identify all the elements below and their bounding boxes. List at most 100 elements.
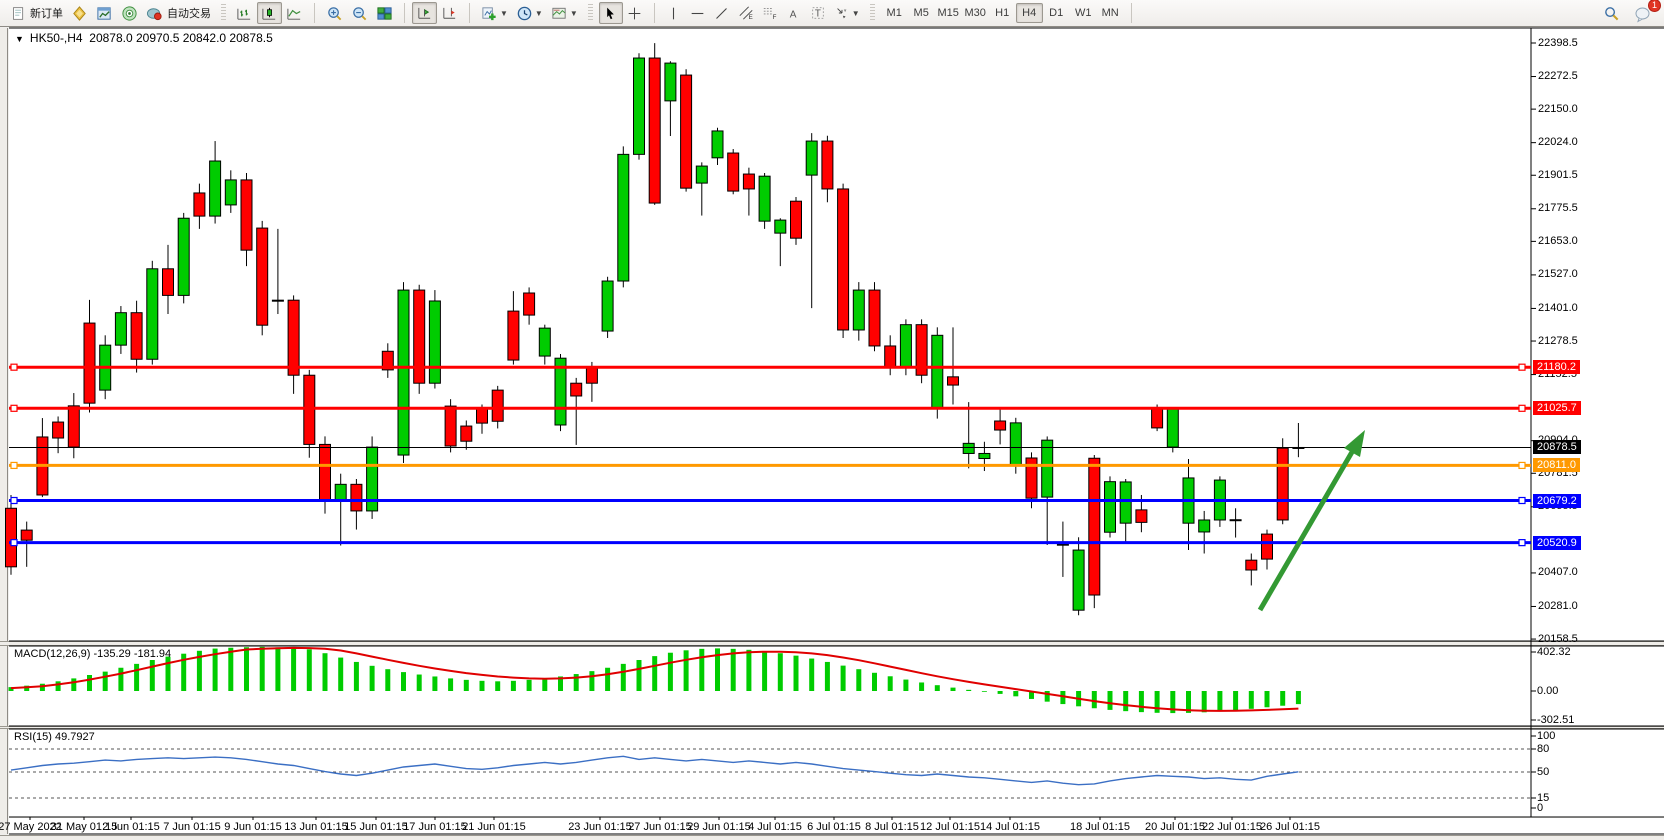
rsi-line [10,755,1299,786]
label-button[interactable]: T [806,2,830,24]
vertical-line-button[interactable] [662,2,686,24]
trend-arrow-line[interactable] [1257,450,1355,612]
candle-up [1072,549,1085,611]
candle-down [947,376,959,386]
timeframe-M1[interactable]: M1 [886,7,902,19]
chart-shift-icon [443,7,456,19]
macd-tick-label: -302.51 [1537,713,1575,726]
vertical-line-icon [673,7,675,19]
main-chart-pane[interactable] [9,28,1664,641]
candle-down [162,268,174,296]
arrows-icon [837,8,847,19]
new-order-button[interactable]: 新订单 [7,2,67,24]
price-tick-label: 20281.0 [1538,599,1578,612]
price-tick-label: 20407.0 [1538,566,1578,579]
rsi-tick-label: 80 [1537,742,1550,755]
zoom-out-button[interactable] [347,2,372,24]
price-tick-label: 22272.5 [1538,70,1578,83]
search-button[interactable] [1599,3,1624,25]
add-indicator-button[interactable]: ▼ [477,2,512,24]
price-tick-label: 21278.5 [1538,334,1578,347]
crosshair-button[interactable] [623,2,647,24]
timeframe-M30[interactable]: M30 [964,7,986,19]
hline-handle [1518,539,1526,547]
arrows-button[interactable]: ▼ [830,2,864,24]
timeframe-H4[interactable]: H4 [1015,3,1043,23]
timeframe-H1[interactable]: H1 [995,7,1010,19]
date-label: 7 Jun 01:15 [163,821,221,833]
candle-down [20,529,33,541]
main-toolbar: 新订单 自动交易 [0,0,1664,27]
candle-up [334,483,347,501]
fibonacci-button[interactable]: F [758,2,782,24]
candle-down [680,74,693,189]
trend-arrow-head [1344,430,1365,457]
candle-down [444,405,457,447]
candle-down [1276,447,1289,521]
date-label: 14 Jul 01:15 [980,821,1040,833]
macd-pane[interactable] [9,646,1664,726]
candle-down [460,425,473,442]
timeframe-D1[interactable]: D1 [1049,7,1064,19]
timeframe-M15[interactable]: M15 [937,7,959,19]
zoom-in-button[interactable] [322,2,347,24]
rsi-tick-label: 15 [1537,791,1550,804]
candle-down [1088,457,1101,596]
candle-up [114,312,127,346]
candle-up [209,160,222,217]
hline-handle [10,404,18,412]
timeframe-MN[interactable]: MN [1101,7,1119,19]
chart-window-button[interactable] [92,2,117,24]
sonar-button[interactable] [117,2,142,24]
candle-up [177,217,190,296]
template-button[interactable]: ▼ [547,2,582,24]
candles-chart-button[interactable] [257,2,282,24]
candle-up [695,165,708,184]
label-icon: T [811,7,824,20]
auto-trading-button[interactable]: 自动交易 [142,2,215,24]
text-button[interactable]: A [782,2,806,24]
bars-chart-button[interactable] [232,2,257,24]
rsi-pane[interactable] [9,729,1664,817]
candle-down [1135,509,1148,523]
candle-down [193,192,206,217]
svg-text:A: A [790,9,797,20]
candle-up [962,442,975,454]
date-label: 13 Jun 01:15 [284,821,348,833]
chart-collapse-icon[interactable]: ▼ [15,34,24,44]
tile-windows-button[interactable] [372,2,397,24]
price-tick-label: 21527.0 [1538,268,1578,281]
candles-chart-icon [262,7,276,20]
zoom-in-icon [328,6,342,20]
chart-shift-button[interactable] [437,2,462,24]
channel-button[interactable]: E [734,2,758,24]
horizontal-line-icon [691,12,704,14]
candle-up [1166,408,1179,448]
auto-scroll-button[interactable] [412,2,437,24]
candle-down [381,350,394,371]
svg-text:E: E [748,14,752,21]
notifications-button[interactable]: 1 [1630,0,1661,25]
price-tick-label: 20158.5 [1538,632,1578,645]
date-axis-pane[interactable] [9,818,1664,835]
candle-up [805,140,818,176]
cursor-button[interactable] [598,2,623,24]
candle-down [1025,457,1038,499]
candle-down [507,310,520,361]
date-label: 8 Jul 01:15 [865,821,919,833]
timeframe-M5[interactable]: M5 [913,7,929,19]
line-chart-button[interactable] [282,2,307,24]
period-clock-button[interactable]: ▼ [512,2,547,24]
trendline-button[interactable] [710,2,734,24]
candle-up [1009,422,1022,467]
seal-button[interactable] [67,2,92,24]
date-label: 26 Jul 01:15 [1260,821,1320,833]
candle-down [742,173,755,190]
horizontal-line-button[interactable] [686,2,710,24]
channel-icon: E [739,6,753,21]
candle-down [570,382,583,397]
auto-trading-label: 自动交易 [167,8,211,20]
timeframe-W1[interactable]: W1 [1074,7,1092,19]
candle-down [648,57,661,204]
